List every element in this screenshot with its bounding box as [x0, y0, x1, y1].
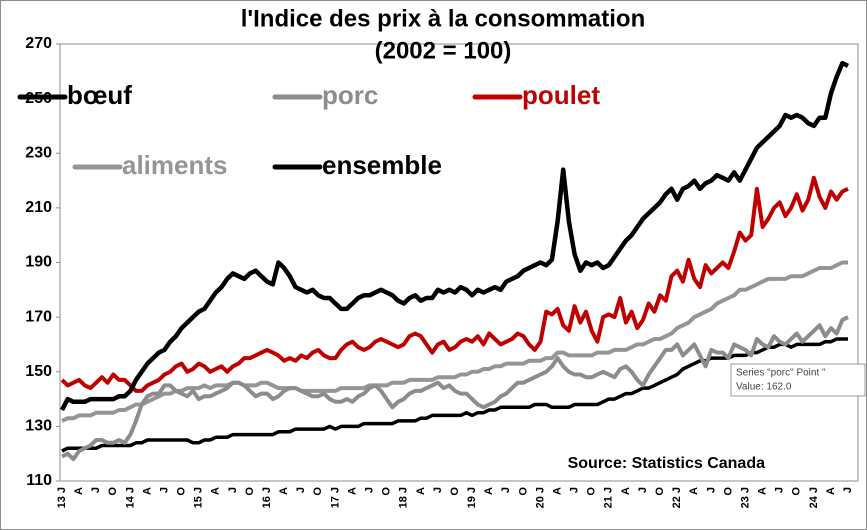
- series-line: [61, 315, 849, 462]
- x-tick-label: J: [363, 487, 375, 493]
- x-tick-label: 19 J: [466, 487, 478, 508]
- chart-subtitle: (2002 = 100): [375, 37, 512, 64]
- x-tick-label: J: [90, 487, 102, 493]
- x-tick-label: J: [842, 487, 854, 493]
- x-tick-label: 23 J: [739, 487, 751, 508]
- series-line: [61, 337, 848, 453]
- x-tick-label: A: [620, 487, 632, 495]
- tooltip-text: Value: 162.0: [736, 382, 792, 393]
- tooltip-box: [730, 363, 866, 397]
- legend-label: poulet: [522, 80, 600, 110]
- chart-title: l'Indice des prix à la consommation: [241, 5, 645, 32]
- y-tick-label: 190: [25, 254, 52, 271]
- x-tick-label: 17 J: [329, 487, 341, 508]
- series-line: [60, 60, 850, 412]
- y-tick-label: 230: [25, 144, 52, 161]
- x-tick-label: 16 J: [261, 487, 273, 508]
- x-tick-label: A: [346, 487, 358, 495]
- legend-label: porc: [322, 80, 378, 110]
- x-tick-label: O: [312, 487, 324, 496]
- x-tick-label: A: [210, 487, 222, 495]
- x-tick-label: A: [551, 487, 563, 495]
- x-tick-label: O: [517, 487, 529, 496]
- x-tick-label: 22 J: [671, 487, 683, 508]
- y-tick-label: 110: [26, 472, 52, 489]
- x-tick-label: J: [637, 487, 649, 493]
- x-tick-label: A: [688, 487, 700, 495]
- x-tick-label: 24 J: [808, 487, 820, 508]
- x-tick-label: A: [825, 487, 837, 495]
- x-tick-label: A: [483, 487, 495, 495]
- y-tick-label: 170: [25, 308, 52, 325]
- x-tick-label: O: [449, 487, 461, 496]
- x-tick-label: J: [227, 487, 239, 493]
- y-tick-label: 130: [25, 418, 52, 435]
- x-tick-label: O: [107, 487, 119, 496]
- x-tick-label: A: [73, 487, 85, 495]
- x-tick-label: 21 J: [603, 487, 615, 508]
- x-tick-label: O: [176, 487, 188, 496]
- x-tick-label: O: [381, 487, 393, 496]
- x-tick-label: A: [278, 487, 290, 495]
- x-tick-label: O: [586, 487, 598, 496]
- x-tick-label: J: [705, 487, 717, 493]
- x-tick-label: J: [500, 487, 512, 493]
- y-tick-label: 270: [25, 35, 52, 52]
- x-tick-label: 13 J: [56, 487, 68, 508]
- x-tick-label: O: [654, 487, 666, 496]
- tooltip-text: Series "porc" Point ": [736, 368, 826, 379]
- x-tick-label: O: [244, 487, 256, 496]
- x-tick-label: 15 J: [193, 487, 205, 508]
- x-tick-label: 18 J: [398, 487, 410, 508]
- x-tick-label: J: [569, 487, 581, 493]
- x-tick-label: 20 J: [534, 487, 546, 508]
- x-tick-label: A: [141, 487, 153, 495]
- y-tick-label: 210: [25, 199, 52, 216]
- x-tick-label: A: [415, 487, 427, 495]
- legend-label: bœuf: [67, 80, 132, 110]
- series-line: [60, 175, 849, 393]
- x-tick-label: J: [295, 487, 307, 493]
- x-tick-label: J: [158, 487, 170, 493]
- source-note: Source: Statistics Canada: [568, 455, 766, 472]
- legend-label: aliments: [122, 150, 228, 180]
- x-tick-label: O: [791, 487, 803, 496]
- x-tick-label: A: [757, 487, 769, 495]
- tooltip: Series "porc" Point " Value: 162.0: [730, 363, 866, 397]
- legend-label: ensemble: [322, 150, 442, 180]
- series-line: [61, 260, 848, 423]
- x-tick-label: J: [774, 487, 786, 493]
- x-tick-label: J: [432, 487, 444, 493]
- x-tick-label: O: [722, 487, 734, 496]
- y-tick-label: 150: [25, 363, 52, 380]
- x-tick-label: 14 J: [124, 487, 136, 508]
